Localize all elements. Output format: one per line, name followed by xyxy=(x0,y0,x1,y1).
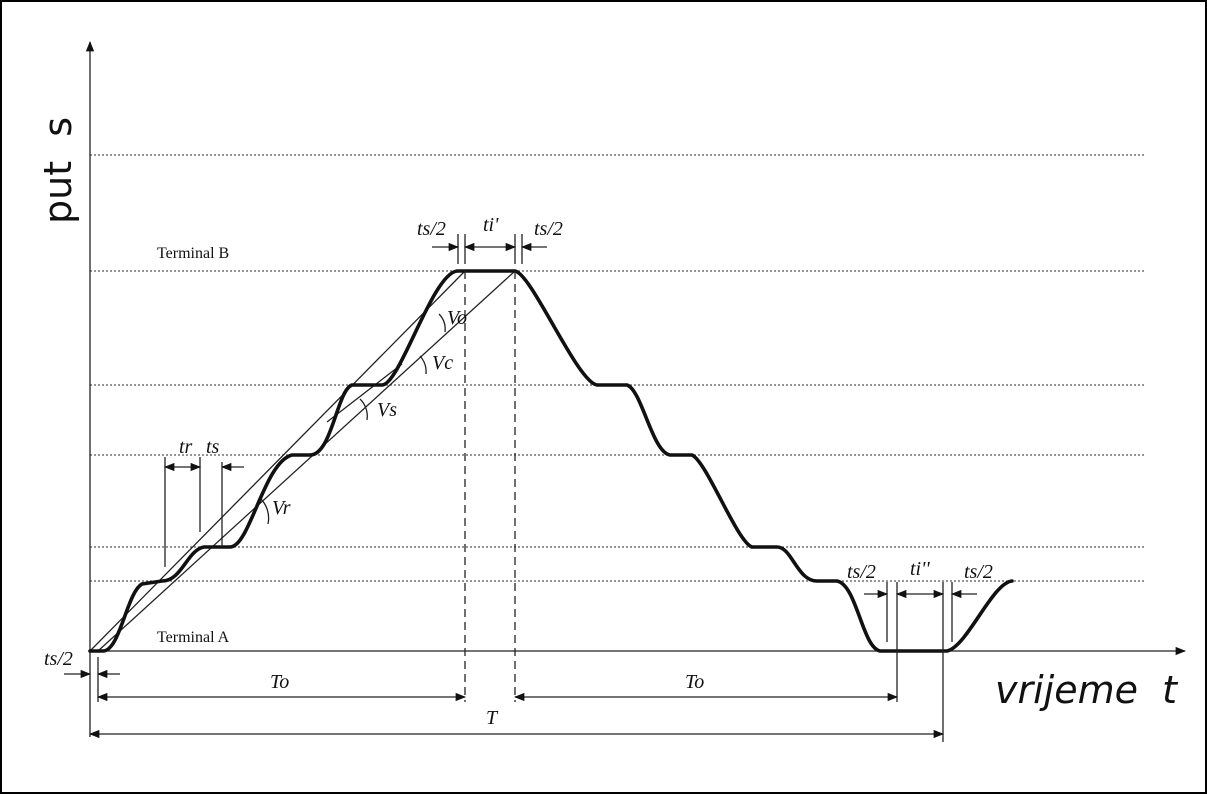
ti-double-prime-label: ti'' xyxy=(910,558,930,580)
vs-label: Vs xyxy=(377,399,397,421)
ti-prime-label: ti' xyxy=(483,214,499,236)
vc-speed-line xyxy=(97,270,516,652)
vo-angle-arc xyxy=(438,313,446,333)
top-interval-markers xyxy=(432,234,547,264)
vs-speed-line xyxy=(326,363,403,423)
vo-label: Vo xyxy=(447,307,467,329)
to-left-label: To xyxy=(270,671,289,693)
ts-half-top-right-label: ts/2 xyxy=(534,218,563,240)
tr-ts-markers xyxy=(163,457,244,567)
vc-label: Vc xyxy=(432,352,453,374)
vs-angle-arc xyxy=(359,398,368,421)
x-axis-label: vrijeme t xyxy=(995,668,1179,712)
vr-label: Vr xyxy=(272,497,291,519)
level-lines xyxy=(90,154,1144,582)
vo-speed-line xyxy=(89,270,466,652)
trajectory-curve xyxy=(88,269,1014,653)
bottom-interval-markers xyxy=(864,582,977,742)
ts-half-bottom-left-label: ts/2 xyxy=(847,561,876,583)
ts-half-bottom-right-label: ts/2 xyxy=(964,561,993,583)
t-total-label: T xyxy=(486,707,499,729)
terminal-b-label: Terminal B xyxy=(157,245,229,262)
ts-half-origin-label: ts/2 xyxy=(44,648,73,670)
terminal-a-label: Terminal A xyxy=(157,629,230,646)
tr-label: tr xyxy=(179,436,193,458)
ts-label: ts xyxy=(206,436,220,458)
y-axis-label: put s xyxy=(36,117,80,224)
ts-half-top-left-label: ts/2 xyxy=(417,218,446,240)
to-right-label: To xyxy=(685,671,704,693)
vc-angle-arc xyxy=(419,355,427,375)
